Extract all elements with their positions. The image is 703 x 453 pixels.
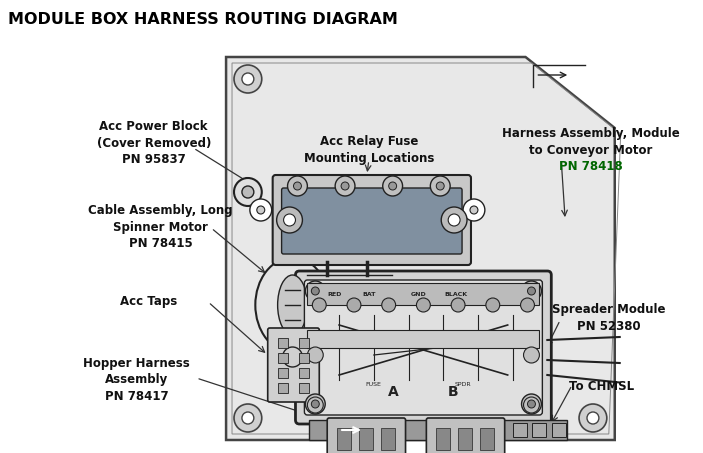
FancyBboxPatch shape	[327, 418, 406, 453]
Circle shape	[527, 400, 536, 408]
Circle shape	[522, 394, 541, 414]
Circle shape	[497, 404, 524, 432]
Circle shape	[470, 206, 478, 214]
Bar	[299, 353, 309, 363]
Circle shape	[288, 176, 307, 196]
Text: Acc Relay Fuse
Mounting Locations: Acc Relay Fuse Mounting Locations	[304, 135, 434, 165]
Bar	[480, 428, 494, 450]
Text: Acc Power Block
(Cover Removed)
PN 95837: Acc Power Block (Cover Removed) PN 95837	[96, 120, 211, 166]
FancyBboxPatch shape	[268, 328, 319, 402]
Circle shape	[522, 281, 541, 301]
Circle shape	[416, 298, 430, 312]
Bar	[278, 353, 288, 363]
Circle shape	[520, 298, 534, 312]
Circle shape	[451, 298, 465, 312]
Circle shape	[527, 287, 536, 295]
Circle shape	[242, 412, 254, 424]
Bar	[359, 428, 373, 450]
Bar	[299, 383, 309, 393]
Bar	[299, 368, 309, 378]
Circle shape	[242, 73, 254, 85]
Circle shape	[250, 199, 271, 221]
Bar	[337, 428, 351, 450]
Bar	[437, 428, 450, 450]
Circle shape	[347, 298, 361, 312]
Circle shape	[277, 207, 302, 233]
FancyBboxPatch shape	[426, 418, 505, 453]
Text: BLACK: BLACK	[444, 291, 467, 297]
Bar	[278, 368, 288, 378]
Circle shape	[486, 298, 500, 312]
Bar	[532, 423, 546, 437]
Text: MODULE BOX HARNESS ROUTING DIAGRAM: MODULE BOX HARNESS ROUTING DIAGRAM	[8, 12, 398, 27]
Circle shape	[293, 182, 302, 190]
Circle shape	[587, 412, 599, 424]
Circle shape	[307, 347, 323, 363]
Text: A: A	[388, 385, 399, 399]
Bar	[553, 423, 566, 437]
Text: To CHMSL: To CHMSL	[569, 380, 634, 392]
Bar	[307, 283, 539, 305]
Text: FUSE: FUSE	[366, 382, 382, 387]
Circle shape	[382, 298, 396, 312]
Circle shape	[579, 404, 607, 432]
Text: SPDR: SPDR	[455, 382, 471, 387]
Circle shape	[283, 214, 295, 226]
Text: GND: GND	[411, 291, 426, 297]
Bar	[299, 338, 309, 348]
Text: RED: RED	[327, 291, 342, 297]
Bar	[309, 420, 567, 440]
Circle shape	[242, 186, 254, 198]
Text: Hopper Harness
Assembly
PN 78417: Hopper Harness Assembly PN 78417	[84, 357, 191, 403]
Circle shape	[307, 397, 323, 413]
Text: Spreader Module
PN 52380: Spreader Module PN 52380	[552, 303, 666, 333]
Circle shape	[437, 182, 444, 190]
FancyBboxPatch shape	[304, 280, 543, 415]
Bar	[307, 330, 539, 348]
FancyBboxPatch shape	[282, 188, 462, 254]
Bar	[278, 383, 288, 393]
Circle shape	[389, 182, 396, 190]
Circle shape	[305, 281, 325, 301]
Circle shape	[335, 176, 355, 196]
Text: BAT: BAT	[362, 291, 375, 297]
Bar	[278, 338, 288, 348]
Text: Cable Assembly, Long
Spinner Motor
PN 78415: Cable Assembly, Long Spinner Motor PN 78…	[89, 204, 233, 250]
Circle shape	[449, 214, 460, 226]
Circle shape	[430, 176, 450, 196]
Text: Acc Taps: Acc Taps	[120, 295, 177, 308]
Polygon shape	[226, 57, 614, 440]
Circle shape	[234, 65, 262, 93]
Circle shape	[341, 182, 349, 190]
Circle shape	[441, 207, 467, 233]
Circle shape	[311, 287, 319, 295]
Circle shape	[524, 397, 539, 413]
Text: PN 78418: PN 78418	[559, 159, 623, 173]
Circle shape	[505, 412, 517, 424]
Circle shape	[311, 400, 319, 408]
Circle shape	[283, 347, 302, 367]
Ellipse shape	[278, 275, 307, 335]
Circle shape	[257, 206, 265, 214]
Circle shape	[312, 298, 326, 312]
Text: Harness Assembly, Module
to Conveyor Motor: Harness Assembly, Module to Conveyor Mot…	[502, 127, 680, 157]
Circle shape	[524, 347, 539, 363]
FancyBboxPatch shape	[295, 271, 551, 424]
Circle shape	[382, 176, 403, 196]
Circle shape	[463, 199, 485, 221]
Circle shape	[234, 404, 262, 432]
FancyBboxPatch shape	[273, 175, 471, 265]
Text: B: B	[448, 385, 458, 399]
Circle shape	[305, 394, 325, 414]
Bar	[381, 428, 394, 450]
Ellipse shape	[255, 257, 330, 352]
Bar	[458, 428, 472, 450]
Circle shape	[234, 178, 262, 206]
Bar	[512, 423, 527, 437]
